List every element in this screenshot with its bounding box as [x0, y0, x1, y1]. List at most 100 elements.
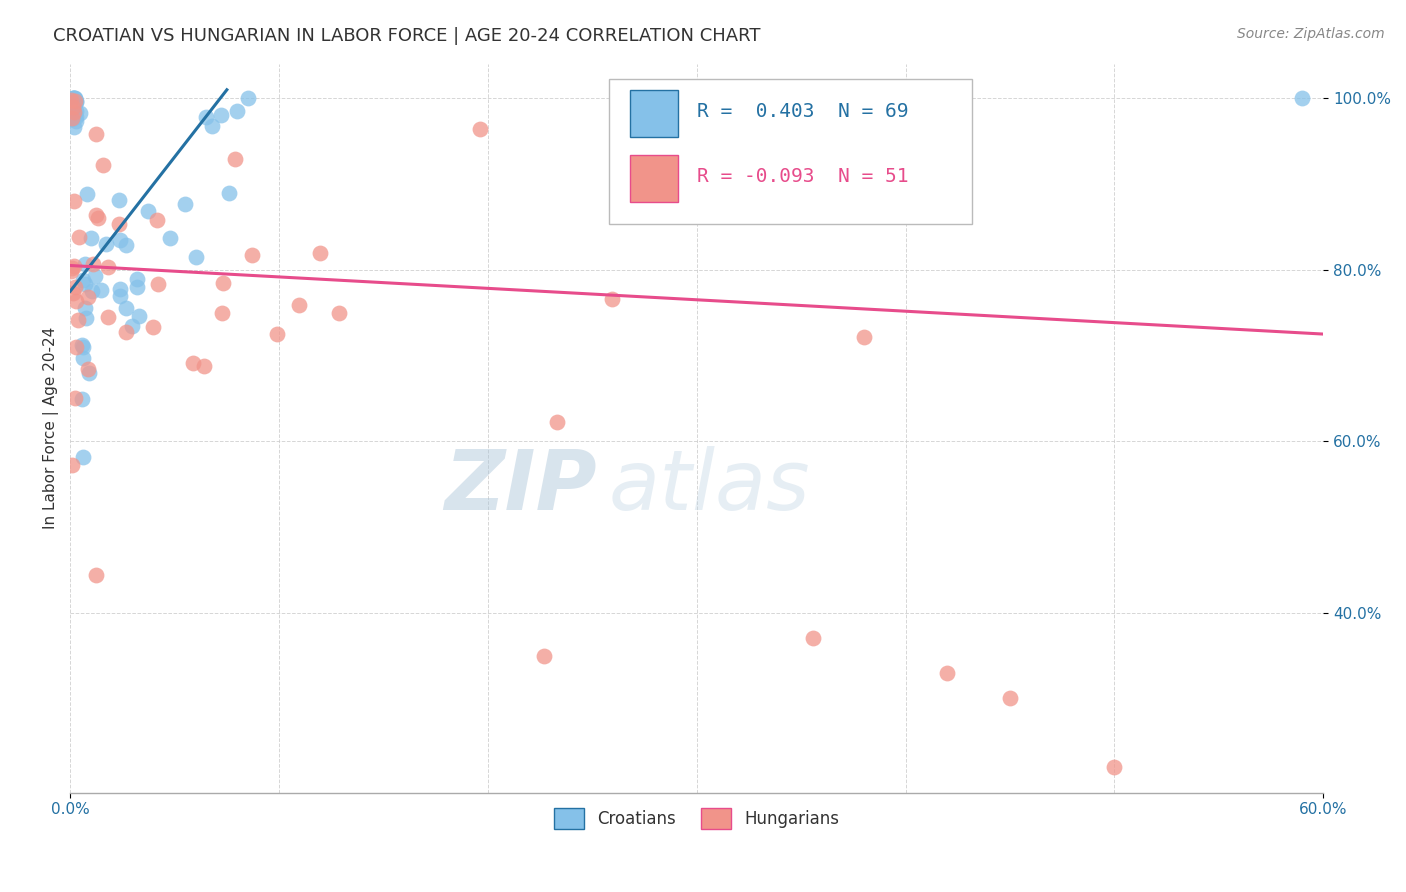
- Point: [86, 567, 108, 582]
- Point: [72, 450, 94, 464]
- Point: [59, 99, 82, 113]
- Point: [468, 121, 491, 136]
- Point: [87, 211, 110, 225]
- Point: [70, 392, 93, 406]
- Point: [72, 339, 94, 353]
- Point: [533, 648, 555, 663]
- Text: R = -0.093  N = 51: R = -0.093 N = 51: [697, 168, 908, 186]
- Point: [60, 97, 83, 112]
- Point: [82, 257, 104, 271]
- Point: [73, 257, 96, 271]
- Point: [62, 91, 84, 105]
- Point: [63, 392, 86, 406]
- Point: [121, 319, 143, 334]
- Point: [77, 289, 100, 303]
- Point: [936, 665, 959, 680]
- Point: [65, 113, 87, 128]
- Point: [80, 230, 103, 244]
- Point: [63, 93, 86, 107]
- Point: [546, 415, 568, 429]
- Point: [328, 306, 350, 320]
- Point: [76, 186, 98, 201]
- Text: Source: ZipAtlas.com: Source: ZipAtlas.com: [1237, 27, 1385, 41]
- Point: [97, 260, 120, 274]
- Point: [65, 104, 87, 119]
- Point: [62, 91, 84, 105]
- Point: [110, 289, 132, 303]
- Point: [209, 108, 232, 122]
- Point: [115, 237, 138, 252]
- Point: [65, 280, 87, 294]
- Point: [218, 186, 240, 201]
- Point: [63, 110, 86, 124]
- Point: [75, 301, 97, 315]
- Point: [84, 268, 107, 283]
- Point: [801, 632, 824, 646]
- Point: [852, 330, 875, 344]
- Point: [142, 319, 165, 334]
- Point: [107, 217, 129, 231]
- Point: [65, 95, 87, 110]
- Point: [1104, 760, 1126, 774]
- Point: [84, 127, 107, 141]
- Point: [62, 105, 84, 120]
- Point: [65, 92, 87, 106]
- Point: [60, 112, 83, 127]
- Point: [62, 285, 84, 300]
- Point: [69, 105, 91, 120]
- Point: [59, 103, 82, 117]
- Point: [72, 338, 94, 352]
- Point: [62, 91, 84, 105]
- Point: [224, 152, 246, 166]
- Point: [63, 105, 86, 120]
- Point: [211, 306, 233, 320]
- Point: [174, 197, 197, 211]
- Point: [1291, 91, 1313, 105]
- Point: [226, 103, 249, 118]
- Point: [94, 237, 117, 252]
- Point: [287, 298, 309, 312]
- Point: [60, 99, 83, 113]
- Bar: [630, 89, 678, 136]
- Point: [998, 691, 1021, 706]
- Point: [201, 119, 224, 133]
- Point: [59, 264, 82, 278]
- Point: [60, 261, 83, 276]
- Bar: [630, 155, 678, 202]
- Point: [65, 94, 87, 108]
- Point: [75, 277, 97, 291]
- Point: [62, 100, 84, 114]
- Point: [236, 91, 259, 105]
- Point: [266, 326, 288, 341]
- Point: [184, 251, 207, 265]
- Point: [181, 356, 204, 370]
- Point: [66, 313, 89, 327]
- Point: [62, 94, 84, 108]
- FancyBboxPatch shape: [609, 78, 973, 225]
- Point: [65, 94, 87, 108]
- Point: [62, 91, 84, 105]
- Point: [115, 301, 138, 315]
- Point: [59, 101, 82, 115]
- Point: [159, 231, 181, 245]
- Point: [62, 120, 84, 134]
- Point: [62, 100, 84, 114]
- Text: atlas: atlas: [609, 446, 811, 527]
- Point: [125, 272, 148, 286]
- Text: CROATIAN VS HUNGARIAN IN LABOR FORCE | AGE 20-24 CORRELATION CHART: CROATIAN VS HUNGARIAN IN LABOR FORCE | A…: [53, 27, 761, 45]
- Point: [63, 194, 86, 209]
- Point: [63, 259, 86, 273]
- Text: R =  0.403  N = 69: R = 0.403 N = 69: [697, 102, 908, 121]
- Point: [77, 366, 100, 380]
- Point: [308, 246, 330, 260]
- Point: [59, 104, 82, 119]
- Point: [127, 280, 149, 294]
- Point: [60, 111, 83, 125]
- Point: [84, 208, 107, 222]
- Point: [65, 340, 87, 354]
- Point: [108, 193, 131, 207]
- Point: [194, 110, 217, 124]
- Point: [240, 248, 263, 262]
- Point: [60, 95, 83, 109]
- Point: [60, 95, 83, 110]
